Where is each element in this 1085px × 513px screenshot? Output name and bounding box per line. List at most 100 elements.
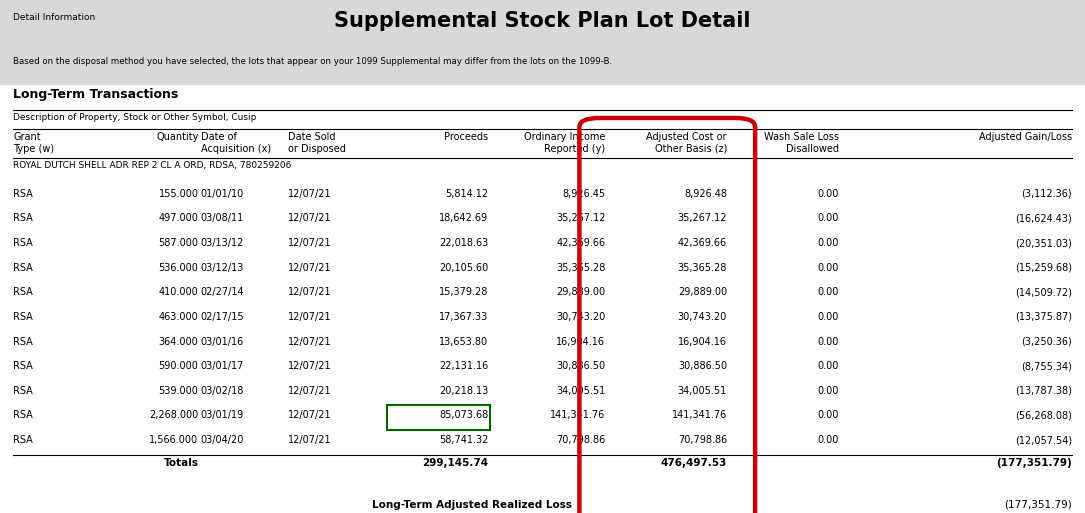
Text: RSA: RSA xyxy=(13,238,33,248)
Text: 463.000: 463.000 xyxy=(158,312,199,322)
Bar xyxy=(387,405,490,430)
Text: Date Sold
or Disposed: Date Sold or Disposed xyxy=(288,132,345,154)
Text: (177,351.79): (177,351.79) xyxy=(1005,500,1072,510)
Text: (14,509.72): (14,509.72) xyxy=(1014,287,1072,297)
Text: 590.000: 590.000 xyxy=(158,361,199,371)
Text: 0.00: 0.00 xyxy=(817,189,839,199)
Text: 12/07/21: 12/07/21 xyxy=(288,238,331,248)
Text: 536.000: 536.000 xyxy=(158,263,199,272)
Text: 12/07/21: 12/07/21 xyxy=(288,263,331,272)
Text: RSA: RSA xyxy=(13,386,33,396)
Text: 42,369.66: 42,369.66 xyxy=(557,238,605,248)
Text: 34,005.51: 34,005.51 xyxy=(557,386,605,396)
Text: 22,018.63: 22,018.63 xyxy=(439,238,488,248)
Text: RSA: RSA xyxy=(13,435,33,445)
Text: 0.00: 0.00 xyxy=(817,435,839,445)
Text: 70,798.86: 70,798.86 xyxy=(678,435,727,445)
Text: 0.00: 0.00 xyxy=(817,263,839,272)
Text: 5,814.12: 5,814.12 xyxy=(445,189,488,199)
Text: (16,624.43): (16,624.43) xyxy=(1016,213,1072,223)
Text: ROYAL DUTCH SHELL ADR REP 2 CL A ORD, RDSA, 780259206: ROYAL DUTCH SHELL ADR REP 2 CL A ORD, RD… xyxy=(13,161,292,170)
Text: 02/27/14: 02/27/14 xyxy=(201,287,244,297)
Text: Wash Sale Loss
Disallowed: Wash Sale Loss Disallowed xyxy=(764,132,839,154)
Text: 141,341.76: 141,341.76 xyxy=(550,410,605,420)
Text: RSA: RSA xyxy=(13,287,33,297)
Text: 35,267.12: 35,267.12 xyxy=(677,213,727,223)
Text: 70,798.86: 70,798.86 xyxy=(557,435,605,445)
Text: Based on the disposal method you have selected, the lots that appear on your 109: Based on the disposal method you have se… xyxy=(13,57,612,67)
Text: 12/07/21: 12/07/21 xyxy=(288,189,331,199)
Text: Totals: Totals xyxy=(164,458,199,468)
Text: 155.000: 155.000 xyxy=(158,189,199,199)
Text: RSA: RSA xyxy=(13,312,33,322)
Text: 34,005.51: 34,005.51 xyxy=(678,386,727,396)
Text: (12,057.54): (12,057.54) xyxy=(1014,435,1072,445)
Text: Adjusted Gain/Loss: Adjusted Gain/Loss xyxy=(979,132,1072,142)
Text: 8,926.48: 8,926.48 xyxy=(684,189,727,199)
Text: Adjusted Cost or
Other Basis (z): Adjusted Cost or Other Basis (z) xyxy=(647,132,727,154)
Text: Detail Information: Detail Information xyxy=(13,13,95,22)
Text: 0.00: 0.00 xyxy=(817,361,839,371)
Text: 29,889.00: 29,889.00 xyxy=(557,287,605,297)
Text: 12/07/21: 12/07/21 xyxy=(288,312,331,322)
Text: 364.000: 364.000 xyxy=(158,337,199,346)
Text: 141,341.76: 141,341.76 xyxy=(672,410,727,420)
Text: 30,886.50: 30,886.50 xyxy=(678,361,727,371)
Text: Quantity: Quantity xyxy=(156,132,199,142)
Text: 0.00: 0.00 xyxy=(817,312,839,322)
Text: 12/07/21: 12/07/21 xyxy=(288,361,331,371)
Text: 03/01/16: 03/01/16 xyxy=(201,337,244,346)
Text: 18,642.69: 18,642.69 xyxy=(439,213,488,223)
Text: Description of Property, Stock or Other Symbol, Cusip: Description of Property, Stock or Other … xyxy=(13,113,256,122)
Text: 42,369.66: 42,369.66 xyxy=(678,238,727,248)
Text: 299,145.74: 299,145.74 xyxy=(422,458,488,468)
Text: (20,351.03): (20,351.03) xyxy=(1016,238,1072,248)
Text: 497.000: 497.000 xyxy=(158,213,199,223)
Text: (13,375.87): (13,375.87) xyxy=(1014,312,1072,322)
Text: 03/08/11: 03/08/11 xyxy=(201,213,244,223)
Text: Grant
Type (w): Grant Type (w) xyxy=(13,132,54,154)
Text: 0.00: 0.00 xyxy=(817,213,839,223)
Text: 03/01/17: 03/01/17 xyxy=(201,361,244,371)
Text: RSA: RSA xyxy=(13,410,33,420)
Text: 03/01/19: 03/01/19 xyxy=(201,410,244,420)
Text: 12/07/21: 12/07/21 xyxy=(288,386,331,396)
Text: 12/07/21: 12/07/21 xyxy=(288,213,331,223)
Text: Ordinary Income
Reported (y): Ordinary Income Reported (y) xyxy=(524,132,605,154)
Text: 20,105.60: 20,105.60 xyxy=(439,263,488,272)
Text: 12/07/21: 12/07/21 xyxy=(288,337,331,346)
Text: 20,218.13: 20,218.13 xyxy=(439,386,488,396)
Text: RSA: RSA xyxy=(13,189,33,199)
Text: 587.000: 587.000 xyxy=(158,238,199,248)
Text: 0.00: 0.00 xyxy=(817,337,839,346)
Text: 410.000: 410.000 xyxy=(158,287,199,297)
Text: 03/13/12: 03/13/12 xyxy=(201,238,244,248)
Text: Long-Term Adjusted Realized Loss: Long-Term Adjusted Realized Loss xyxy=(372,500,572,510)
Text: 16,904.16: 16,904.16 xyxy=(557,337,605,346)
Text: 476,497.53: 476,497.53 xyxy=(661,458,727,468)
Text: 17,367.33: 17,367.33 xyxy=(439,312,488,322)
Text: (13,787.38): (13,787.38) xyxy=(1016,386,1072,396)
Text: 29,889.00: 29,889.00 xyxy=(678,287,727,297)
Text: 03/12/13: 03/12/13 xyxy=(201,263,244,272)
Text: 0.00: 0.00 xyxy=(817,287,839,297)
Text: (177,351.79): (177,351.79) xyxy=(996,458,1072,468)
Text: 12/07/21: 12/07/21 xyxy=(288,410,331,420)
Text: (3,250.36): (3,250.36) xyxy=(1021,337,1072,346)
Text: 30,743.20: 30,743.20 xyxy=(678,312,727,322)
Text: 13,653.80: 13,653.80 xyxy=(439,337,488,346)
Text: (56,268.08): (56,268.08) xyxy=(1016,410,1072,420)
Text: (8,755.34): (8,755.34) xyxy=(1021,361,1072,371)
Text: RSA: RSA xyxy=(13,361,33,371)
Text: 01/01/10: 01/01/10 xyxy=(201,189,244,199)
Text: 35,267.12: 35,267.12 xyxy=(556,213,605,223)
Text: Long-Term Transactions: Long-Term Transactions xyxy=(13,88,178,101)
Text: 02/17/15: 02/17/15 xyxy=(201,312,244,322)
Text: RSA: RSA xyxy=(13,337,33,346)
Text: 22,131.16: 22,131.16 xyxy=(439,361,488,371)
Text: 03/02/18: 03/02/18 xyxy=(201,386,244,396)
Text: 03/04/20: 03/04/20 xyxy=(201,435,244,445)
Text: 539.000: 539.000 xyxy=(158,386,199,396)
Bar xyxy=(0,0,1085,84)
Text: Supplemental Stock Plan Lot Detail: Supplemental Stock Plan Lot Detail xyxy=(334,11,751,31)
